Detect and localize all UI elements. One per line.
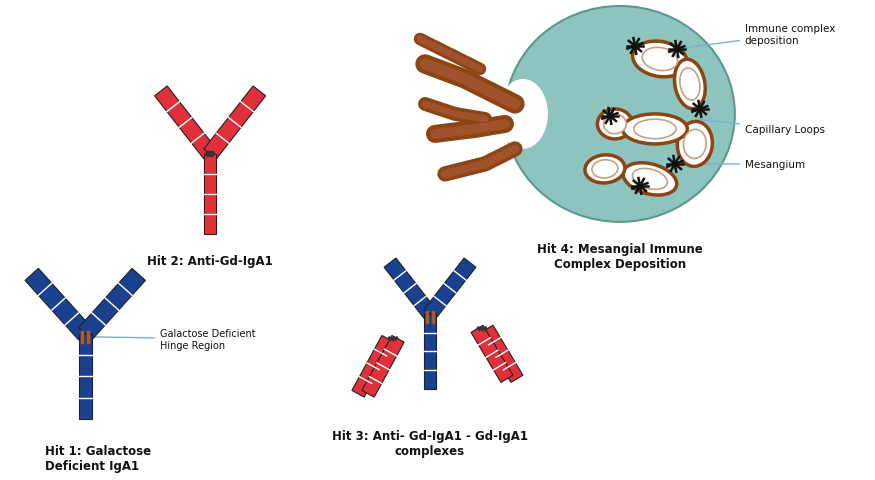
Ellipse shape xyxy=(633,169,668,190)
Text: Hit 3: Anti- Gd-IgA1 - Gd-IgA1
complexes: Hit 3: Anti- Gd-IgA1 - Gd-IgA1 complexes xyxy=(332,429,528,457)
Text: Hit 4: Mesangial Immune
Complex Deposition: Hit 4: Mesangial Immune Complex Depositi… xyxy=(537,242,703,270)
Polygon shape xyxy=(155,87,216,159)
Ellipse shape xyxy=(622,115,688,144)
Polygon shape xyxy=(25,269,92,340)
Ellipse shape xyxy=(598,110,633,140)
Text: Hit 2: Anti-Gd-IgA1: Hit 2: Anti-Gd-IgA1 xyxy=(147,254,273,267)
Polygon shape xyxy=(204,155,216,234)
Ellipse shape xyxy=(505,7,735,222)
Ellipse shape xyxy=(677,122,712,167)
Ellipse shape xyxy=(498,80,548,150)
Text: Galactose Deficient
Hinge Region: Galactose Deficient Hinge Region xyxy=(91,328,256,350)
Polygon shape xyxy=(362,336,404,397)
Polygon shape xyxy=(79,269,145,340)
Ellipse shape xyxy=(623,163,676,196)
Text: Capillary Loops: Capillary Loops xyxy=(697,120,825,135)
Ellipse shape xyxy=(592,160,618,179)
Text: Mesangium: Mesangium xyxy=(668,159,805,169)
Text: Immune complex
deposition: Immune complex deposition xyxy=(677,24,836,49)
Polygon shape xyxy=(424,258,476,319)
Polygon shape xyxy=(204,87,266,159)
Ellipse shape xyxy=(680,69,700,101)
Polygon shape xyxy=(352,336,394,397)
Polygon shape xyxy=(471,325,513,383)
Ellipse shape xyxy=(675,60,705,109)
Polygon shape xyxy=(481,325,523,383)
Ellipse shape xyxy=(604,115,626,134)
Ellipse shape xyxy=(683,130,706,159)
Text: Hit 1: Galactose
Deficient IgA1: Hit 1: Galactose Deficient IgA1 xyxy=(46,444,151,472)
Polygon shape xyxy=(424,314,436,389)
Ellipse shape xyxy=(585,156,625,183)
Ellipse shape xyxy=(633,42,687,78)
Polygon shape xyxy=(79,334,92,419)
Ellipse shape xyxy=(642,48,677,72)
Ellipse shape xyxy=(634,120,676,139)
Polygon shape xyxy=(384,258,436,319)
